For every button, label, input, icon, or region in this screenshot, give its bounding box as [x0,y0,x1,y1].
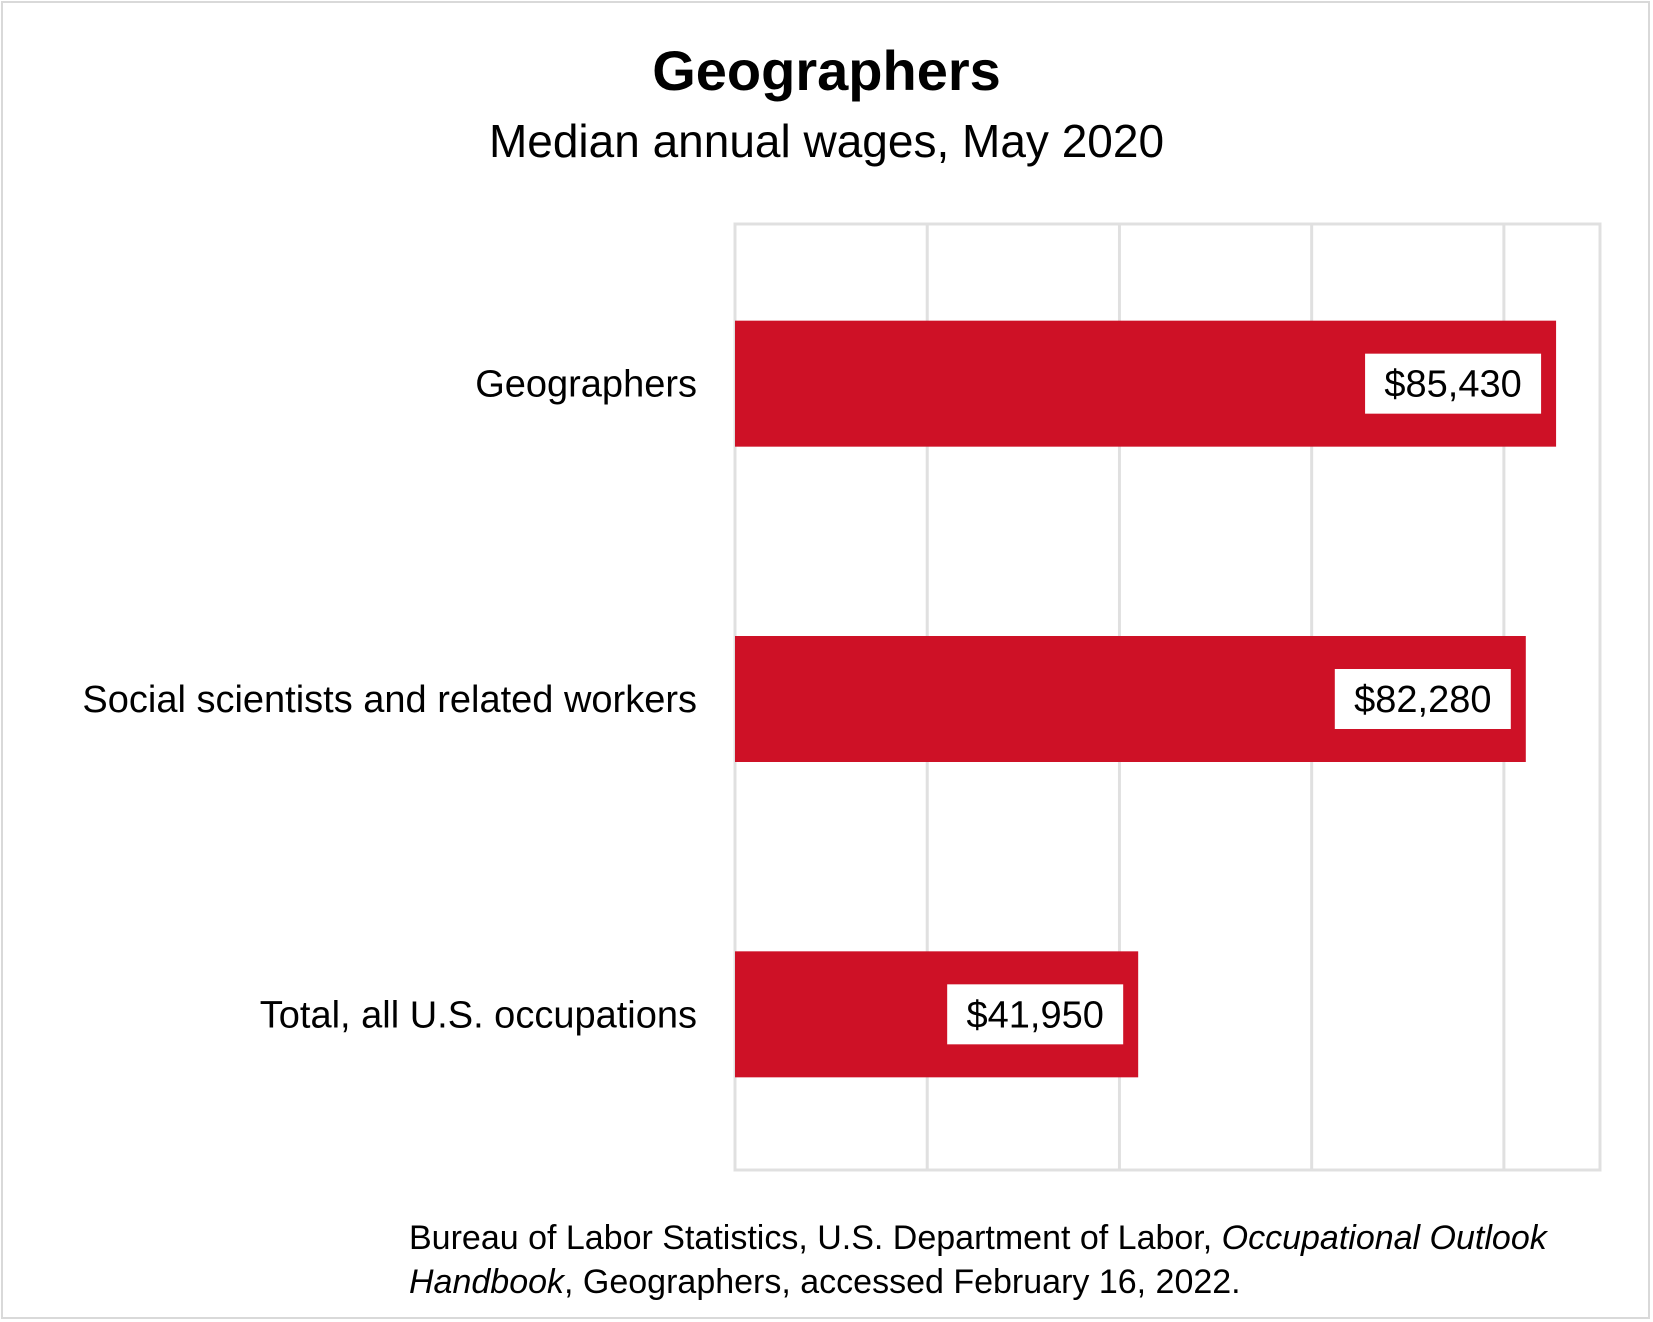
data-label: $82,280 [1354,679,1491,721]
source-italic-1: Occupational Outlook [1221,1219,1547,1257]
data-label-box [1365,353,1542,414]
data-label-box [947,984,1124,1045]
data-label-box [1334,669,1511,729]
data-label: $85,430 [1384,364,1521,406]
category-label: Total, all U.S. occupations [260,994,697,1036]
source-text-2: , Geographers, accessed February 16, 202… [564,1263,1241,1301]
source-italic-2: Handbook [409,1263,565,1301]
chart-title: Geographers [652,39,1001,102]
source-text-1: Bureau of Labor Statistics, U.S. Departm… [409,1219,1222,1257]
category-label: Geographers [475,364,697,406]
chart-subtitle: Median annual wages, May 2020 [488,115,1165,167]
data-label: $41,950 [966,994,1103,1036]
category-label: Social scientists and related workers [82,679,697,721]
source-note: Bureau of Labor Statistics, U.S. Departm… [409,1216,1547,1304]
